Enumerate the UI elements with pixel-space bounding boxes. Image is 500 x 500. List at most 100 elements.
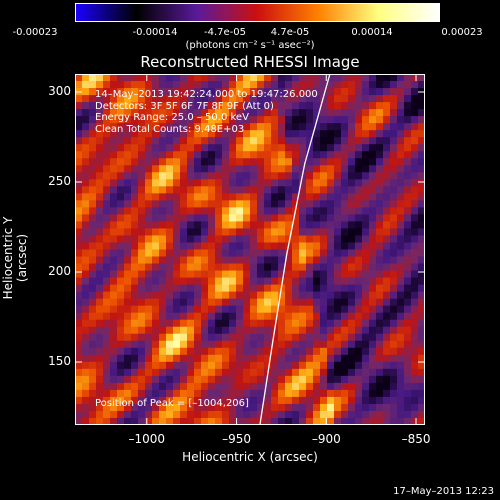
heatmap-cell xyxy=(383,228,391,237)
heatmap-cell xyxy=(299,228,307,237)
heatmap-cell xyxy=(271,228,279,237)
heatmap-cell xyxy=(271,130,279,138)
heatmap-cell xyxy=(75,158,83,166)
colorbar-tick-label: 4.7e-05 xyxy=(270,27,310,38)
heatmap-cell xyxy=(75,270,83,279)
heatmap-cell xyxy=(138,123,146,131)
heatmap-cell xyxy=(103,277,111,286)
heatmap-cell xyxy=(397,333,405,342)
heatmap-cell xyxy=(306,277,314,286)
heatmap-cell xyxy=(173,123,181,131)
heatmap-cell xyxy=(320,305,328,314)
heatmap-cell xyxy=(292,277,300,286)
heatmap-cell xyxy=(75,347,83,356)
heatmap-cell xyxy=(103,109,111,117)
heatmap-cell xyxy=(75,165,83,173)
heatmap-cell xyxy=(397,291,405,300)
heatmap-cell xyxy=(383,354,391,363)
heatmap-cell xyxy=(250,207,258,215)
heatmap-cell xyxy=(243,207,251,215)
heatmap-cell xyxy=(110,368,118,377)
heatmap-cell xyxy=(201,221,209,230)
heatmap-cell xyxy=(82,144,90,152)
heatmap-cell xyxy=(404,123,412,131)
heatmap-cell xyxy=(411,256,419,265)
heatmap-cell xyxy=(355,410,363,419)
heatmap-cell xyxy=(327,270,335,279)
heatmap-cell xyxy=(124,116,132,124)
heatmap-cell xyxy=(138,179,146,187)
heatmap-cell xyxy=(362,130,370,138)
heatmap-cell xyxy=(187,81,195,89)
heatmap-cell xyxy=(376,403,384,412)
heatmap-cell xyxy=(159,256,167,265)
heatmap-cell xyxy=(313,403,321,412)
heatmap-cell xyxy=(201,319,209,328)
heatmap-cell xyxy=(236,298,244,307)
heatmap-cell xyxy=(334,249,342,258)
heatmap-cell xyxy=(103,368,111,377)
heatmap-cell xyxy=(341,256,349,265)
heatmap-cell xyxy=(383,200,391,208)
heatmap-cell xyxy=(166,165,174,173)
heatmap-cell xyxy=(418,221,425,230)
heatmap-cell xyxy=(131,312,139,321)
heatmap-cell xyxy=(341,319,349,328)
heatmap-cell xyxy=(271,221,279,230)
heatmap-cell xyxy=(257,305,265,314)
heatmap-cell xyxy=(89,109,97,117)
heatmap-cell xyxy=(285,221,293,230)
heatmap-cell xyxy=(341,284,349,293)
heatmap-cell xyxy=(250,305,258,314)
heatmap-cell xyxy=(145,319,153,328)
heatmap-cell xyxy=(187,340,195,349)
heatmap-cell xyxy=(131,361,139,370)
heatmap-cell xyxy=(236,214,244,223)
heatmap-cell xyxy=(243,221,251,230)
heatmap-cell xyxy=(411,179,419,187)
heatmap-cell xyxy=(271,277,279,286)
heatmap-cell xyxy=(355,137,363,145)
heatmap-cell xyxy=(152,305,160,314)
heatmap-cell xyxy=(124,207,132,215)
heatmap-cell xyxy=(194,368,202,377)
heatmap-cell xyxy=(306,389,314,398)
heatmap-cell xyxy=(173,102,181,110)
heatmap-cell xyxy=(152,368,160,377)
heatmap-cell xyxy=(299,130,307,138)
heatmap-cell xyxy=(208,410,216,419)
heatmap-cell xyxy=(334,158,342,166)
heatmap-cell xyxy=(404,396,412,405)
heatmap-cell xyxy=(187,389,195,398)
heatmap-cell xyxy=(362,144,370,152)
heatmap-cell xyxy=(355,368,363,377)
heatmap-cell xyxy=(355,277,363,286)
heatmap-cell xyxy=(320,221,328,230)
heatmap-cell xyxy=(250,151,258,159)
heatmap-cell xyxy=(236,347,244,356)
heatmap-cell xyxy=(208,102,216,110)
heatmap-cell xyxy=(313,305,321,314)
heatmap-cell xyxy=(180,165,188,173)
heatmap-cell xyxy=(341,214,349,223)
heatmap-cell xyxy=(117,81,125,89)
heatmap-cell xyxy=(250,193,258,201)
heatmap-cell xyxy=(96,333,104,342)
heatmap-cell xyxy=(362,165,370,173)
heatmap-cell xyxy=(222,207,230,215)
heatmap-cell xyxy=(222,319,230,328)
heatmap-cell xyxy=(82,214,90,223)
heatmap-cell xyxy=(334,403,342,412)
heatmap-cell xyxy=(250,333,258,342)
heatmap-cell xyxy=(229,375,237,384)
heatmap-cell xyxy=(215,123,223,131)
heatmap-cell xyxy=(278,88,286,96)
heatmap-cell xyxy=(166,109,174,117)
heatmap-cell xyxy=(89,347,97,356)
heatmap-cell xyxy=(187,249,195,258)
heatmap-cell xyxy=(341,165,349,173)
heatmap-cell xyxy=(124,144,132,152)
heatmap-cell xyxy=(159,375,167,384)
heatmap-cell xyxy=(313,179,321,187)
heatmap-cell xyxy=(243,165,251,173)
